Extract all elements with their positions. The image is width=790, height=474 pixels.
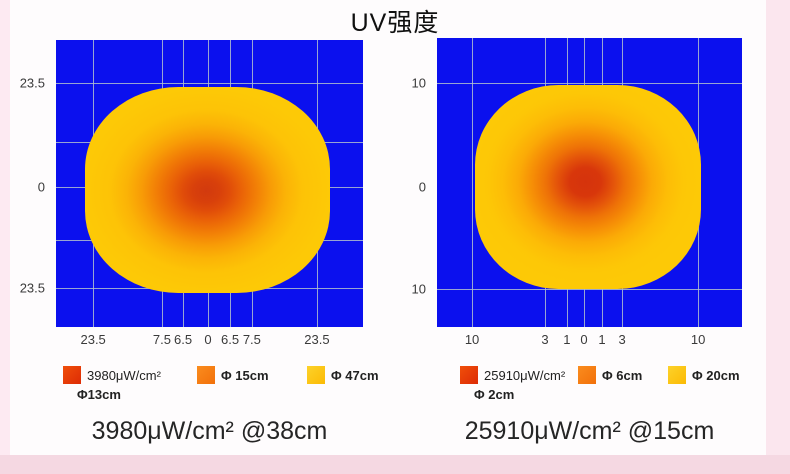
legend-swatch-red xyxy=(63,366,81,384)
x-tick-label: 23.5 xyxy=(304,332,330,347)
legend-item: Φ 20cm xyxy=(668,366,740,384)
x-tick-label: 1 xyxy=(563,332,571,347)
legend-sub-label: Φ 2cm xyxy=(474,387,515,402)
horizontal-gridline xyxy=(56,83,363,85)
legend-swatch-yellow xyxy=(668,366,686,384)
legend-sub-label: Φ13cm xyxy=(77,387,121,402)
legend-label: Φ 15cm xyxy=(221,367,269,383)
horizontal-gridline xyxy=(437,83,742,85)
legend-swatch-red xyxy=(460,366,478,384)
x-tick-label: 6.5 xyxy=(221,332,240,347)
x-tick-label: 10 xyxy=(464,332,480,347)
x-tick-label: 10 xyxy=(690,332,706,347)
legend-item: Φ 15cm xyxy=(197,366,269,384)
legend-left: 3980μW/cm² Φ13cm Φ 15cm Φ 47cm xyxy=(63,366,379,406)
left-pink-strip xyxy=(0,0,10,474)
x-tick-label: 7.5 xyxy=(152,332,171,347)
y-tick-label: 10 xyxy=(411,281,426,297)
bottom-pink-band xyxy=(0,455,790,474)
legend-item: Φ 6cm xyxy=(578,366,642,384)
caption-left: 3980μW/cm² @38cm xyxy=(91,417,328,445)
legend-label: 25910μW/cm² xyxy=(484,367,566,383)
legend-swatch-orange xyxy=(197,366,215,384)
legend-item: Φ 47cm xyxy=(307,366,379,384)
caption-right: 25910μW/cm² @15cm xyxy=(464,417,715,445)
uv-heatmap-left: 23.5 7.5 6.5 0 6.5 7.5 23.5 23.5 0 23.5 xyxy=(20,40,363,347)
y-tick-label: 23.5 xyxy=(19,75,45,91)
y-tick-label: 23.5 xyxy=(19,280,45,296)
legend-label: Φ 47cm xyxy=(331,367,379,383)
uv-heatmap-right: 10 3 1 0 1 3 10 10 0 10 xyxy=(412,38,742,347)
y-tick-label: 0 xyxy=(37,179,45,195)
legend-right: 25910μW/cm² Φ 2cm Φ 6cm Φ 20cm xyxy=(460,366,750,406)
heat-blob-left xyxy=(84,87,331,293)
horizontal-gridline xyxy=(437,288,742,290)
legend-item: 3980μW/cm² Φ13cm xyxy=(63,366,161,402)
x-tick-label: 1 xyxy=(598,332,606,347)
x-tick-label: 3 xyxy=(618,332,626,347)
x-tick-label: 0 xyxy=(580,332,588,347)
legend-label: 3980μW/cm² xyxy=(87,367,161,383)
right-pink-strip xyxy=(766,0,790,474)
page-title: UV强度 xyxy=(350,9,440,37)
x-tick-label: 7.5 xyxy=(242,332,261,347)
y-tick-label: 0 xyxy=(418,179,426,195)
legend-swatch-orange xyxy=(578,366,596,384)
vertical-gridline xyxy=(472,38,474,327)
heat-blob-right xyxy=(474,84,701,290)
x-tick-label: 3 xyxy=(541,332,549,347)
x-tick-label: 23.5 xyxy=(80,332,106,347)
legend-label: Φ 6cm xyxy=(602,367,643,383)
legend-swatch-yellow xyxy=(307,366,325,384)
y-tick-label: 10 xyxy=(411,75,426,91)
legend-item: 25910μW/cm² Φ 2cm xyxy=(460,366,566,402)
x-tick-label: 0 xyxy=(204,332,212,347)
legend-label: Φ 20cm xyxy=(692,367,740,383)
x-tick-label: 6.5 xyxy=(174,332,193,347)
